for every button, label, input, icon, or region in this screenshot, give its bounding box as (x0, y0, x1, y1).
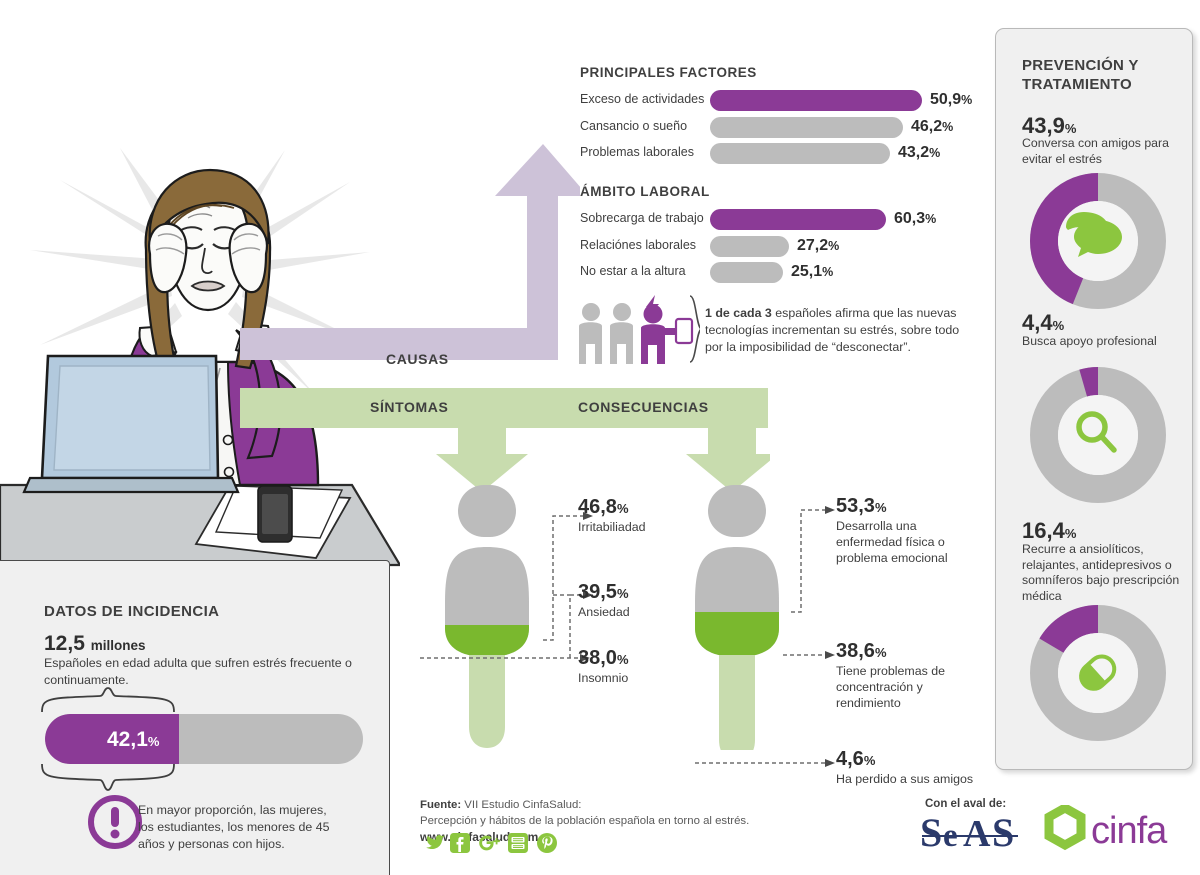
symptom-value-2: 38,0% (578, 647, 629, 669)
facebook-icon[interactable] (449, 832, 471, 854)
symptom-label-0: Irritabiliadad (578, 520, 646, 534)
workplace-bar-row: No estar a la altura 25,1% (580, 262, 980, 284)
workplace-bar-label: Sobrecarga de trabajo (580, 211, 704, 225)
twitter-icon[interactable] (422, 832, 446, 854)
pill-icon (1079, 654, 1117, 691)
consequence-value-2: 4,6% (836, 748, 876, 770)
prevention-label-0: Conversa con amigos para evitar el estré… (1022, 136, 1169, 166)
pinterest-icon[interactable] (536, 832, 558, 854)
prevention-label-2: Recurre a ansiolíticos, relajantes, anti… (1022, 542, 1180, 604)
workplace-bar-label: Relaciónes laborales (580, 237, 697, 252)
prevention-donut-1 (1030, 367, 1166, 503)
consequence-value-0: 53,3% (836, 495, 887, 517)
workplace-bar-fill (710, 235, 789, 257)
symptom-leader-lines (420, 512, 593, 662)
factor-bar-row: Exceso de actividades 50,9% (580, 90, 980, 112)
symptom-label-2: Insomnio (578, 671, 629, 685)
sintomas-label: SÍNTOMAS (370, 399, 449, 415)
consequence-label-0: Desarrolla una enfermedad física o probl… (836, 519, 948, 565)
exclamation-icon (88, 795, 142, 849)
factor-bar-label: Exceso de actividades (580, 92, 705, 106)
prevention-donut-0 (1030, 173, 1166, 309)
factor-bar-value: 50,9% (930, 91, 973, 108)
youtube-icon[interactable] (507, 832, 529, 854)
magnifier-icon (1076, 411, 1117, 453)
factor-bar-fill (710, 116, 903, 138)
cinfa-logo: cinfa (1044, 805, 1169, 852)
consequence-leader-lines (695, 506, 835, 767)
incidence-heading: DATOS DE INCIDENCIA (44, 603, 220, 620)
source-note: Fuente: VII Estudio CinfaSalud: Percepci… (420, 798, 770, 847)
workplace-bar-label: No estar a la altura (580, 264, 686, 278)
symptoms-person-figure (445, 485, 529, 748)
incidence-warning-text: En mayor proporción, las mujeres, los es… (138, 803, 330, 851)
workplace-bar-fill (710, 262, 783, 283)
consequence-callout-1: 38,6% Tiene problemas de concentración y… (836, 641, 976, 712)
symptom-callout-0: 46,8% Irritabiliadad (578, 497, 646, 536)
prevention-title: PREVENCIÓN Y TRATAMIENTO (1022, 57, 1139, 93)
svg-text:S: S (992, 812, 1013, 855)
incidence-bar (45, 714, 363, 764)
workplace-heading: ÁMBITO LABORAL (580, 184, 710, 199)
causas-label: CAUSAS (386, 351, 449, 367)
people-phone-icon (579, 295, 700, 364)
svg-text:S: S (920, 812, 941, 855)
seas-logo: S e A S (920, 812, 1018, 855)
symptom-value-0: 46,8% (578, 496, 629, 518)
svg-text:A: A (963, 813, 991, 855)
incidence-brace-top (41, 687, 175, 713)
workplace-bar-value: 60,3% (894, 210, 937, 227)
tech-note: 1 de cada 3 españoles afirma que las nue… (705, 305, 975, 356)
incidence-bar-fill (45, 714, 179, 764)
consequence-callout-0: 53,3% Desarrolla una enfermedad física o… (836, 496, 976, 567)
prevention-donut-2 (1030, 605, 1166, 741)
tech-note-lead: 1 de cada 3 (705, 306, 772, 320)
speech-bubbles-icon (1066, 212, 1122, 257)
workplace-bar-value: 25,1% (791, 263, 834, 280)
workplace-bar-row: Sobrecarga de trabajo 60,3% (580, 209, 980, 231)
prevention-value-1: 4,4% (1022, 310, 1065, 335)
prevention-label-1: Busca apoyo profesional (1022, 334, 1157, 348)
factor-bar-value: 43,2% (898, 144, 941, 161)
causas-flow-arrow (240, 144, 580, 360)
factor-bar-label: Problemas laborales (580, 145, 694, 159)
symptom-value-1: 39,5% (578, 581, 629, 603)
aval-label: Con el aval de: (925, 798, 1007, 810)
incidence-brace-bottom (41, 763, 175, 791)
prevention-value-0: 43,9% (1022, 113, 1077, 138)
source-line1: VII Estudio CinfaSalud: (461, 799, 582, 811)
symptom-callout-1: 39,5% Ansiedad (578, 582, 630, 621)
factor-bar-fill (710, 90, 922, 111)
factor-bar-label: Cansancio o sueño (580, 118, 688, 133)
tech-note-rest: españoles afirma que las nuevas tecnolog… (705, 306, 960, 354)
workplace-bar-row: Relaciónes laborales 27,2% (580, 235, 980, 258)
workplace-bar-fill (710, 209, 886, 230)
incidence-description: Españoles en edad adulta que sufren estr… (44, 656, 352, 687)
sintomas-consecuencias-flow-arrow (240, 388, 770, 492)
prevention-value-2: 16,4% (1022, 518, 1077, 543)
consequences-person-figure (695, 485, 779, 750)
factor-bar-row: Problemas laborales 43,2% (580, 143, 980, 165)
symptom-callout-2: 38,0% Insomnio (578, 648, 629, 687)
incidence-bar-value: 42,1% (107, 728, 160, 751)
factor-bar-fill (710, 143, 890, 164)
consequence-label-1: Tiene problemas de concentración y rendi… (836, 664, 946, 710)
source-line2: Percepción y hábitos de la población esp… (420, 814, 750, 827)
symptom-label-1: Ansiedad (578, 605, 630, 619)
consequence-value-1: 38,6% (836, 640, 887, 662)
incidence-big-value: 12,5 millones (44, 632, 146, 655)
workplace-bar-value: 27,2% (797, 236, 840, 254)
factor-bar-row: Cansancio o sueño 46,2% (580, 116, 980, 139)
googleplus-icon[interactable] (477, 832, 503, 854)
factor-bar-value: 46,2% (911, 117, 954, 135)
source-label: Fuente: (420, 799, 462, 811)
consequence-label-2: Ha perdido a sus amigos (836, 772, 974, 786)
svg-text:cinfa: cinfa (1091, 810, 1168, 852)
consequence-callout-2: 4,6% Ha perdido a sus amigos (836, 749, 986, 788)
factors-heading: PRINCIPALES FACTORES (580, 65, 757, 80)
consecuencias-label: CONSECUENCIAS (578, 399, 709, 415)
